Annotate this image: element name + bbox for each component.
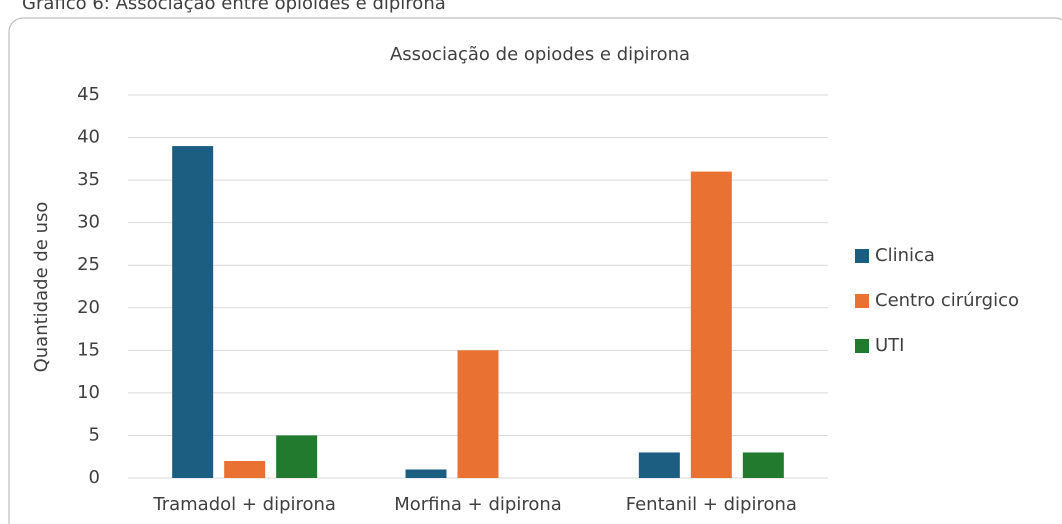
bar [638,452,680,478]
y-tick-label: 25 [77,254,100,275]
x-tick-label: Tramadol + dipirona [152,494,336,515]
legend-label: Clinica [875,245,935,266]
y-tick-label: 30 [77,212,100,233]
chart-title: Associação de opiodes e dipirona [390,44,690,65]
legend-label: UTI [875,335,904,356]
bar [742,452,784,478]
y-tick-label: 15 [77,339,100,360]
bar [457,350,499,478]
y-tick-label: 5 [89,424,100,445]
legend-swatch [855,339,869,353]
legend-label: Centro cirúrgico [875,290,1019,311]
chart-frame [8,17,1062,524]
bar [276,435,318,478]
bar [224,460,266,478]
x-tick-label: Morfina + dipirona [394,494,562,515]
y-tick-label: 45 [77,84,100,105]
bar [172,146,214,479]
y-tick-label: 40 [77,127,100,148]
legend-swatch [855,294,869,308]
y-axis-label: Quantidade de uso [31,202,52,373]
caption: Gráfico 6: Associação entre opioides e d… [22,0,446,14]
y-tick-label: 35 [77,169,100,190]
y-tick-label: 20 [77,297,100,318]
x-tick-label: Fentanil + dipirona [626,494,797,515]
bar [405,469,447,478]
bar [690,171,732,478]
legend-swatch [855,249,869,263]
y-tick-label: 0 [89,467,100,488]
y-tick-label: 10 [77,382,100,403]
